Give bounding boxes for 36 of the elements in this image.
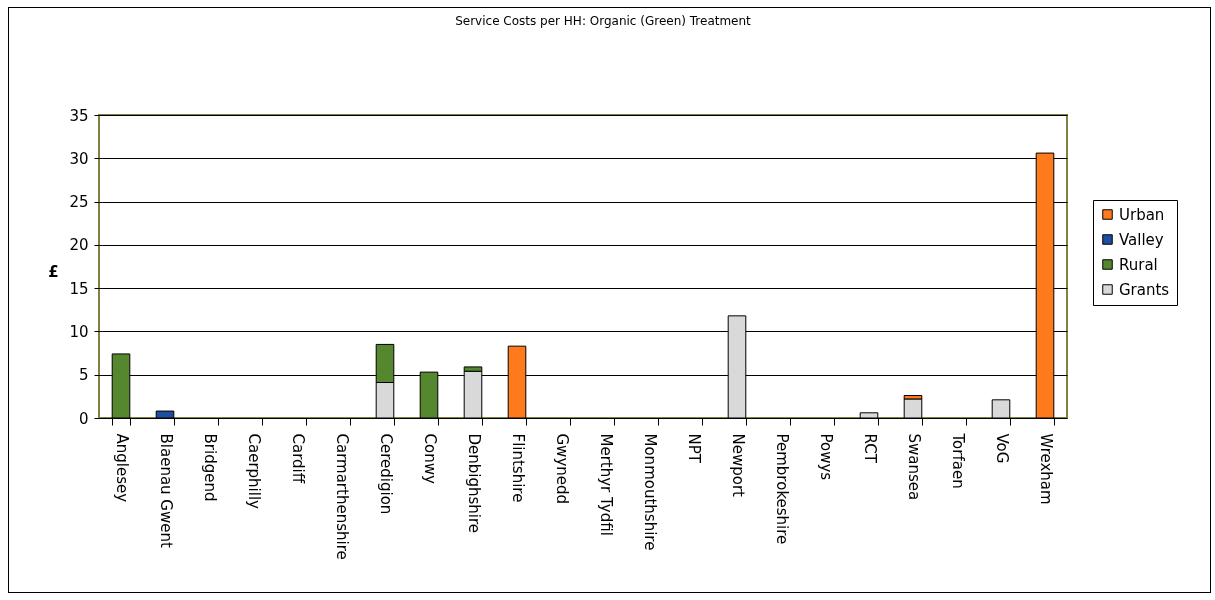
- x-tick-label: Conwy: [420, 433, 439, 484]
- x-tick-label: Pembrokeshire: [772, 433, 791, 545]
- x-tick-label: RCT: [860, 433, 879, 464]
- x-tick-label: Anglesey: [112, 433, 131, 503]
- y-tick-label: 10: [69, 322, 89, 341]
- x-tick-label: Caerphilly: [244, 433, 263, 510]
- x-tick-label: Denbighshire: [464, 433, 483, 534]
- y-tick-label: 20: [69, 236, 89, 255]
- y-tick-label: 0: [78, 409, 89, 428]
- x-tick-label: Cardiff: [288, 433, 307, 484]
- x-tick-label: NPT: [684, 433, 703, 464]
- y-tick-label: 15: [69, 279, 89, 298]
- y-axis-title: £: [48, 262, 59, 281]
- x-tick-label: Gwynedd: [552, 433, 571, 505]
- chart-title: Service Costs per HH: Organic (Green) Treatment: [455, 14, 752, 28]
- x-tick-label: Monmouthshire: [640, 433, 659, 551]
- y-tick-label: 5: [78, 366, 89, 385]
- legend-label: Grants: [1119, 280, 1170, 299]
- x-tick-label: Powys: [816, 433, 835, 481]
- x-tick-label: Blaenau Gwent: [156, 433, 175, 548]
- legend-label: Urban: [1119, 205, 1165, 224]
- legend-label: Valley: [1119, 230, 1164, 249]
- x-tick-label: VoG: [992, 433, 1011, 464]
- y-tick-label: 30: [69, 149, 89, 168]
- legend-label: Rural: [1119, 255, 1158, 274]
- x-tick-label: Wrexham: [1036, 433, 1055, 505]
- x-tick-label: Bridgend: [200, 433, 219, 502]
- x-tick-label: Swansea: [904, 433, 923, 501]
- x-tick-label: Merthyr Tydfil: [596, 433, 615, 536]
- x-tick-label: Carmarthenshire: [332, 433, 351, 560]
- y-tick-label: 35: [69, 106, 89, 125]
- x-tick-label: Ceredigion: [376, 433, 395, 515]
- x-tick-label: Flintshire: [508, 433, 527, 503]
- x-tick-label: Newport: [728, 433, 747, 498]
- y-tick-label: 25: [69, 193, 89, 212]
- x-tick-label: Torfaen: [948, 432, 967, 489]
